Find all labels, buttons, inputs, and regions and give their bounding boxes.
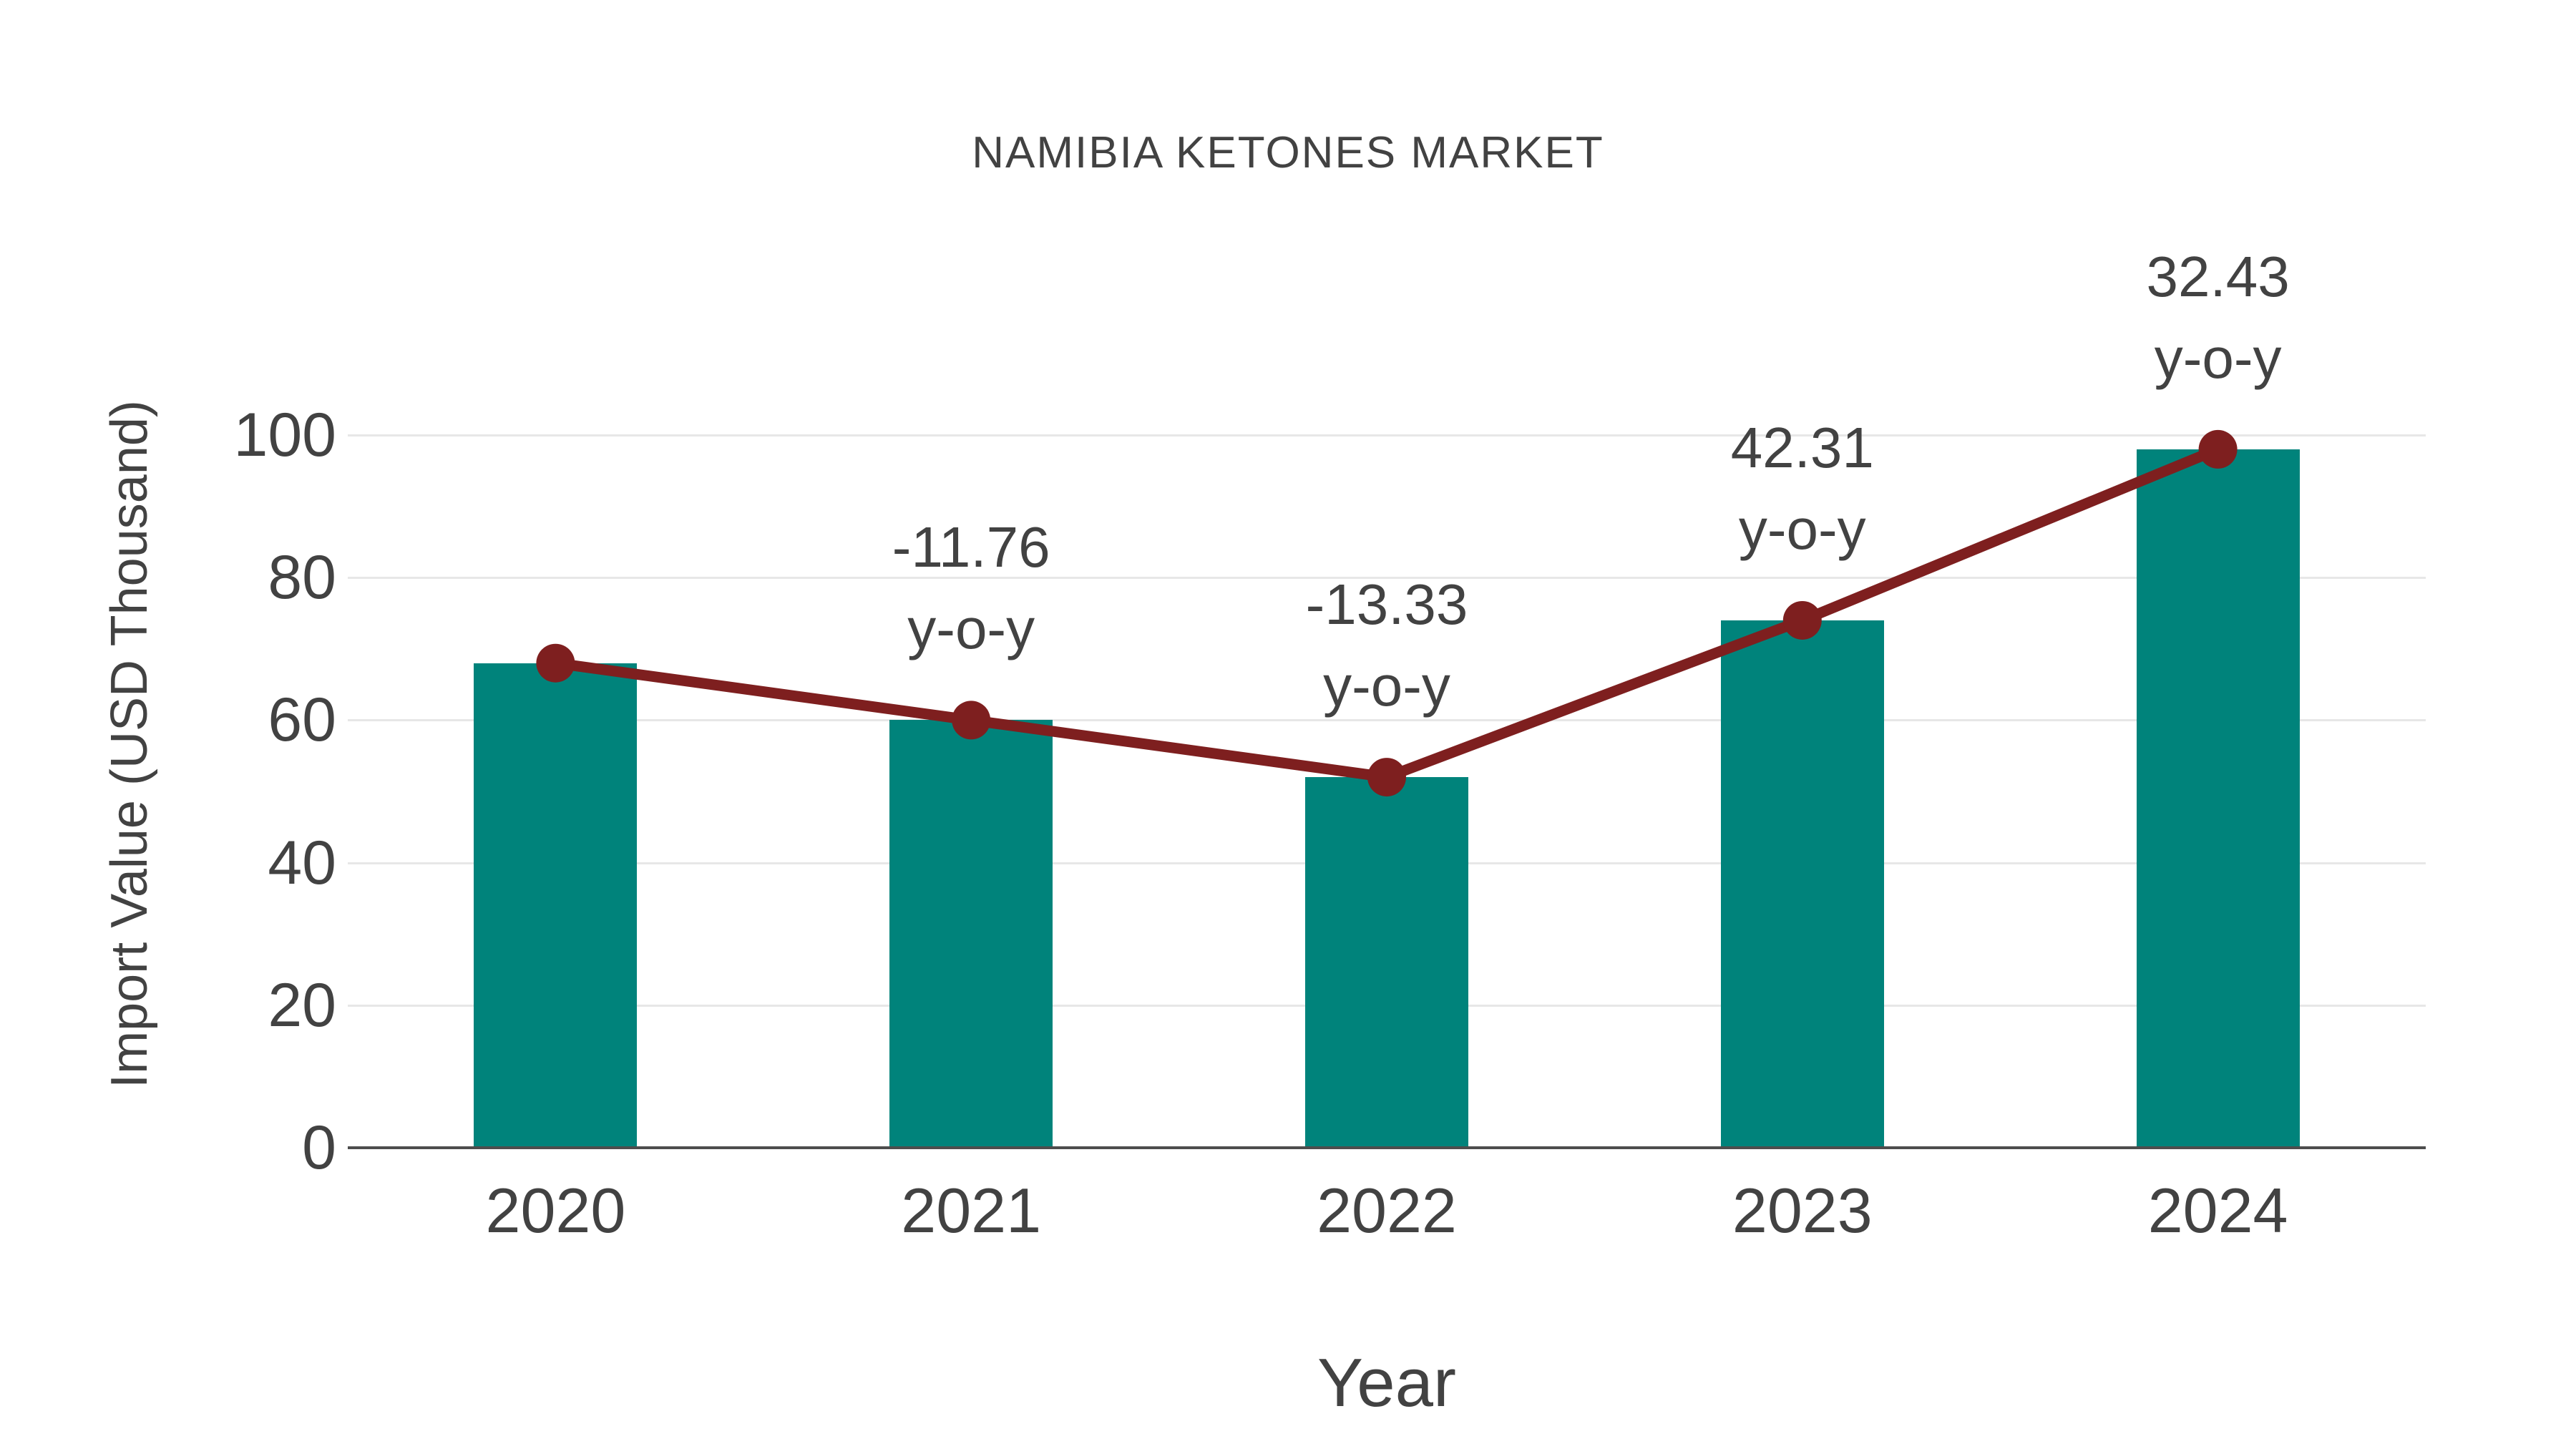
- bar-2021: [889, 720, 1053, 1148]
- y-tick-label: 80: [268, 543, 336, 613]
- x-tick-label-2020: 2020: [485, 1175, 626, 1246]
- bar-2020: [474, 663, 638, 1148]
- data-point-marker-2021: [952, 701, 991, 740]
- annotation-2024: 32.43 y-o-y: [1968, 236, 2469, 399]
- gridline-100: [348, 434, 2426, 436]
- annotation-value: -13.33: [1305, 572, 1468, 637]
- annotation-2022: -13.33 y-o-y: [1136, 564, 1637, 727]
- annotation-suffix: y-o-y: [1738, 497, 1866, 561]
- annotation-suffix: y-o-y: [2154, 326, 2282, 390]
- x-tick-label-2023: 2023: [1732, 1175, 1873, 1246]
- y-tick-label: 20: [268, 970, 336, 1040]
- y-tick-label: 60: [268, 686, 336, 755]
- y-tick-label: 40: [268, 828, 336, 897]
- x-axis-label: Year: [1317, 1345, 1456, 1421]
- annotation-value: 32.43: [2146, 244, 2290, 308]
- x-tick-label-2021: 2021: [901, 1175, 1042, 1246]
- bar-2023: [1720, 620, 1884, 1148]
- data-point-marker-2022: [1367, 758, 1406, 797]
- x-axis-line: [348, 1146, 2426, 1149]
- data-point-marker-2020: [536, 643, 575, 683]
- annotation-suffix: y-o-y: [907, 597, 1035, 661]
- y-tick-label: 100: [233, 401, 337, 469]
- data-point-marker-2024: [2198, 429, 2238, 469]
- annotation-value: -11.76: [892, 515, 1050, 580]
- gridline-60: [348, 719, 2426, 722]
- y-tick-label: 0: [302, 1113, 336, 1182]
- annotation-suffix: y-o-y: [1323, 654, 1450, 718]
- bar-2024: [2136, 449, 2300, 1148]
- annotation-2023: 42.31 y-o-y: [1552, 407, 2053, 570]
- x-tick-label-2024: 2024: [2147, 1175, 2288, 1246]
- annotation-2021: -11.76 y-o-y: [721, 507, 1221, 670]
- bar-2022: [1305, 777, 1468, 1148]
- gridline-80: [348, 577, 2426, 580]
- x-tick-label-2022: 2022: [1317, 1175, 1457, 1246]
- chart-title: NAMIBIA KETONES MARKET: [972, 128, 1604, 177]
- data-point-marker-2023: [1782, 600, 1822, 640]
- annotation-value: 42.31: [1730, 415, 1874, 479]
